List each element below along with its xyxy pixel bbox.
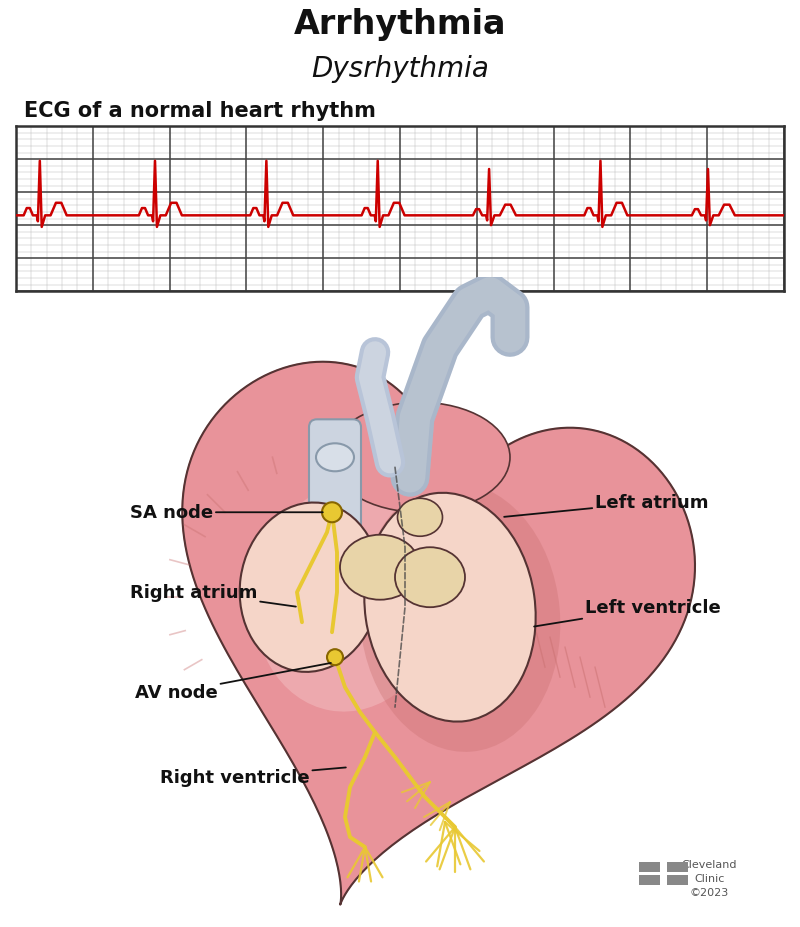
Ellipse shape: [360, 483, 560, 752]
Text: Left ventricle: Left ventricle: [534, 599, 721, 627]
Text: Right ventricle: Right ventricle: [160, 768, 346, 786]
Text: Right atrium: Right atrium: [130, 584, 296, 607]
Text: Dysrhythmia: Dysrhythmia: [311, 55, 489, 83]
Circle shape: [327, 650, 343, 666]
Ellipse shape: [398, 499, 442, 537]
FancyBboxPatch shape: [638, 875, 660, 885]
Ellipse shape: [316, 444, 354, 472]
FancyBboxPatch shape: [667, 862, 688, 871]
Text: SA node: SA node: [130, 503, 323, 522]
Ellipse shape: [340, 535, 420, 600]
Ellipse shape: [240, 503, 380, 672]
Ellipse shape: [395, 548, 465, 607]
Text: AV node: AV node: [135, 663, 331, 702]
Circle shape: [322, 502, 342, 523]
Text: ECG of a normal heart rhythm: ECG of a normal heart rhythm: [24, 100, 375, 121]
Polygon shape: [182, 362, 695, 905]
Ellipse shape: [330, 403, 510, 513]
FancyBboxPatch shape: [309, 420, 361, 565]
Ellipse shape: [364, 493, 536, 722]
Ellipse shape: [254, 483, 446, 712]
Text: Arrhythmia: Arrhythmia: [294, 8, 506, 41]
Text: Cleveland
Clinic
©2023: Cleveland Clinic ©2023: [682, 858, 737, 896]
FancyBboxPatch shape: [667, 875, 688, 885]
FancyBboxPatch shape: [638, 862, 660, 871]
Text: Left atrium: Left atrium: [504, 494, 709, 517]
